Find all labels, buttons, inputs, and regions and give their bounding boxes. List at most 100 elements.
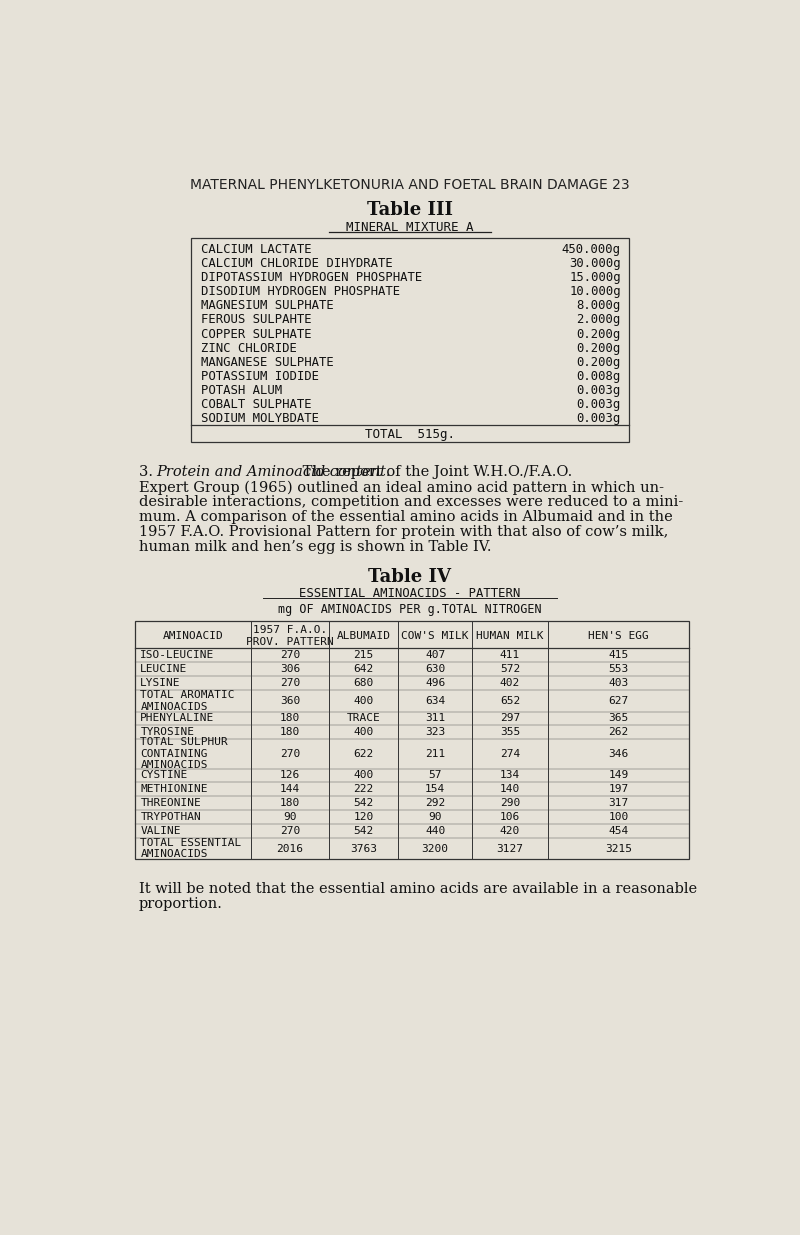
Text: 292: 292 [425, 798, 446, 808]
Text: 542: 542 [354, 798, 374, 808]
Text: 311: 311 [425, 714, 446, 724]
Text: Table IV: Table IV [369, 568, 451, 585]
Text: DIPOTASSIUM HYDROGEN PHOSPHATE: DIPOTASSIUM HYDROGEN PHOSPHATE [201, 272, 422, 284]
Text: TRYPOTHAN: TRYPOTHAN [140, 813, 201, 823]
Text: desirable interactions, competition and excesses were reduced to a mini-: desirable interactions, competition and … [138, 495, 683, 509]
Text: 180: 180 [280, 798, 300, 808]
Text: 542: 542 [354, 826, 374, 836]
Text: 306: 306 [280, 664, 300, 674]
Text: human milk and hen’s egg is shown in Table IV.: human milk and hen’s egg is shown in Tab… [138, 540, 491, 555]
Text: TOTAL  515g.: TOTAL 515g. [365, 427, 455, 441]
Text: SODIUM MOLYBDATE: SODIUM MOLYBDATE [201, 411, 318, 425]
Text: 270: 270 [280, 826, 300, 836]
Text: 0.003g: 0.003g [577, 411, 621, 425]
Text: 630: 630 [425, 664, 446, 674]
Text: METHIONINE: METHIONINE [140, 784, 208, 794]
Text: 0.200g: 0.200g [577, 327, 621, 341]
Text: 10.000g: 10.000g [569, 285, 621, 299]
Text: 0.200g: 0.200g [577, 342, 621, 354]
Text: 3215: 3215 [605, 844, 632, 853]
Text: 106: 106 [500, 813, 520, 823]
Text: 274: 274 [500, 748, 520, 758]
Text: TOTAL ESSENTIAL
AMINOACIDS: TOTAL ESSENTIAL AMINOACIDS [140, 837, 242, 860]
Text: 3763: 3763 [350, 844, 377, 853]
Text: 355: 355 [500, 727, 520, 737]
Text: 0.003g: 0.003g [577, 398, 621, 410]
Text: proportion.: proportion. [138, 898, 222, 911]
Text: Table III: Table III [367, 201, 453, 219]
Text: 3200: 3200 [422, 844, 449, 853]
Text: 90: 90 [429, 813, 442, 823]
Text: The report of the Joint W.H.O./F.A.O.: The report of the Joint W.H.O./F.A.O. [298, 466, 572, 479]
Text: ISO-LEUCINE: ISO-LEUCINE [140, 651, 214, 661]
Text: TOTAL AROMATIC
AMINOACIDS: TOTAL AROMATIC AMINOACIDS [140, 690, 235, 711]
Text: 622: 622 [354, 748, 374, 758]
Text: HEN'S EGG: HEN'S EGG [588, 631, 649, 641]
Text: 450.000g: 450.000g [562, 243, 621, 257]
Text: COBALT SULPHATE: COBALT SULPHATE [201, 398, 311, 410]
Text: 572: 572 [500, 664, 520, 674]
Text: CYSTINE: CYSTINE [140, 771, 187, 781]
Text: 180: 180 [280, 727, 300, 737]
Text: 30.000g: 30.000g [569, 257, 621, 270]
Text: 0.200g: 0.200g [577, 356, 621, 368]
Text: 211: 211 [425, 748, 446, 758]
Text: 270: 270 [280, 651, 300, 661]
Text: 642: 642 [354, 664, 374, 674]
Text: 1957 F.A.O.
PROV. PATTERN: 1957 F.A.O. PROV. PATTERN [246, 625, 334, 647]
Text: 402: 402 [500, 678, 520, 688]
Text: ZINC CHLORIDE: ZINC CHLORIDE [201, 342, 297, 354]
Text: COPPER SULPHATE: COPPER SULPHATE [201, 327, 311, 341]
Bar [135, 621, 689, 860]
Text: 440: 440 [425, 826, 446, 836]
Text: 415: 415 [608, 651, 629, 661]
Text: 197: 197 [608, 784, 629, 794]
Text: 90: 90 [283, 813, 297, 823]
Text: THREONINE: THREONINE [140, 798, 201, 808]
Text: 215: 215 [354, 651, 374, 661]
Text: 323: 323 [425, 727, 446, 737]
Text: VALINE: VALINE [140, 826, 181, 836]
Text: TYROSINE: TYROSINE [140, 727, 194, 737]
Text: 680: 680 [354, 678, 374, 688]
Text: ESSENTIAL AMINOACIDS - PATTERN: ESSENTIAL AMINOACIDS - PATTERN [299, 587, 521, 600]
Text: TOTAL SULPHUR
CONTAINING
AMINOACIDS: TOTAL SULPHUR CONTAINING AMINOACIDS [140, 737, 228, 771]
Text: 262: 262 [608, 727, 629, 737]
Text: LEUCINE: LEUCINE [140, 664, 187, 674]
Text: 1957 F.A.O. Provisional Pattern for protein with that also of cow’s milk,: 1957 F.A.O. Provisional Pattern for prot… [138, 525, 668, 540]
Text: 496: 496 [425, 678, 446, 688]
Text: MINERAL MIXTURE A: MINERAL MIXTURE A [346, 221, 474, 233]
Text: 149: 149 [608, 771, 629, 781]
Text: It will be noted that the essential amino acids are available in a reasonable: It will be noted that the essential amin… [138, 883, 697, 897]
Text: 180: 180 [280, 714, 300, 724]
Text: 400: 400 [354, 727, 374, 737]
Text: 0.003g: 0.003g [577, 384, 621, 396]
Text: 2.000g: 2.000g [577, 314, 621, 326]
Text: FEROUS SULPAHTE: FEROUS SULPAHTE [201, 314, 311, 326]
Text: 222: 222 [354, 784, 374, 794]
Text: 270: 270 [280, 748, 300, 758]
Text: CALCIUM CHLORIDE DIHYDRATE: CALCIUM CHLORIDE DIHYDRATE [201, 257, 393, 270]
Text: 634: 634 [425, 695, 446, 705]
Text: mum. A comparison of the essential amino acids in Albumaid and in the: mum. A comparison of the essential amino… [138, 510, 673, 524]
Text: MANGANESE SULPHATE: MANGANESE SULPHATE [201, 356, 334, 368]
Text: 8.000g: 8.000g [577, 299, 621, 312]
Text: 290: 290 [500, 798, 520, 808]
Text: 126: 126 [280, 771, 300, 781]
Text: MATERNAL PHENYLKETONURIA AND FOETAL BRAIN DAMAGE 23: MATERNAL PHENYLKETONURIA AND FOETAL BRAI… [190, 178, 630, 193]
Text: 553: 553 [608, 664, 629, 674]
Text: 403: 403 [608, 678, 629, 688]
Text: CALCIUM LACTATE: CALCIUM LACTATE [201, 243, 311, 257]
Text: 270: 270 [280, 678, 300, 688]
Text: 454: 454 [608, 826, 629, 836]
Text: AMINOACID: AMINOACID [162, 631, 223, 641]
Text: PHENYLALINE: PHENYLALINE [140, 714, 214, 724]
Text: HUMAN MILK: HUMAN MILK [476, 631, 544, 641]
Text: 297: 297 [500, 714, 520, 724]
Text: 15.000g: 15.000g [569, 272, 621, 284]
Text: 360: 360 [280, 695, 300, 705]
Text: 100: 100 [608, 813, 629, 823]
Text: ALBUMAID: ALBUMAID [337, 631, 390, 641]
Text: 411: 411 [500, 651, 520, 661]
Text: 120: 120 [354, 813, 374, 823]
